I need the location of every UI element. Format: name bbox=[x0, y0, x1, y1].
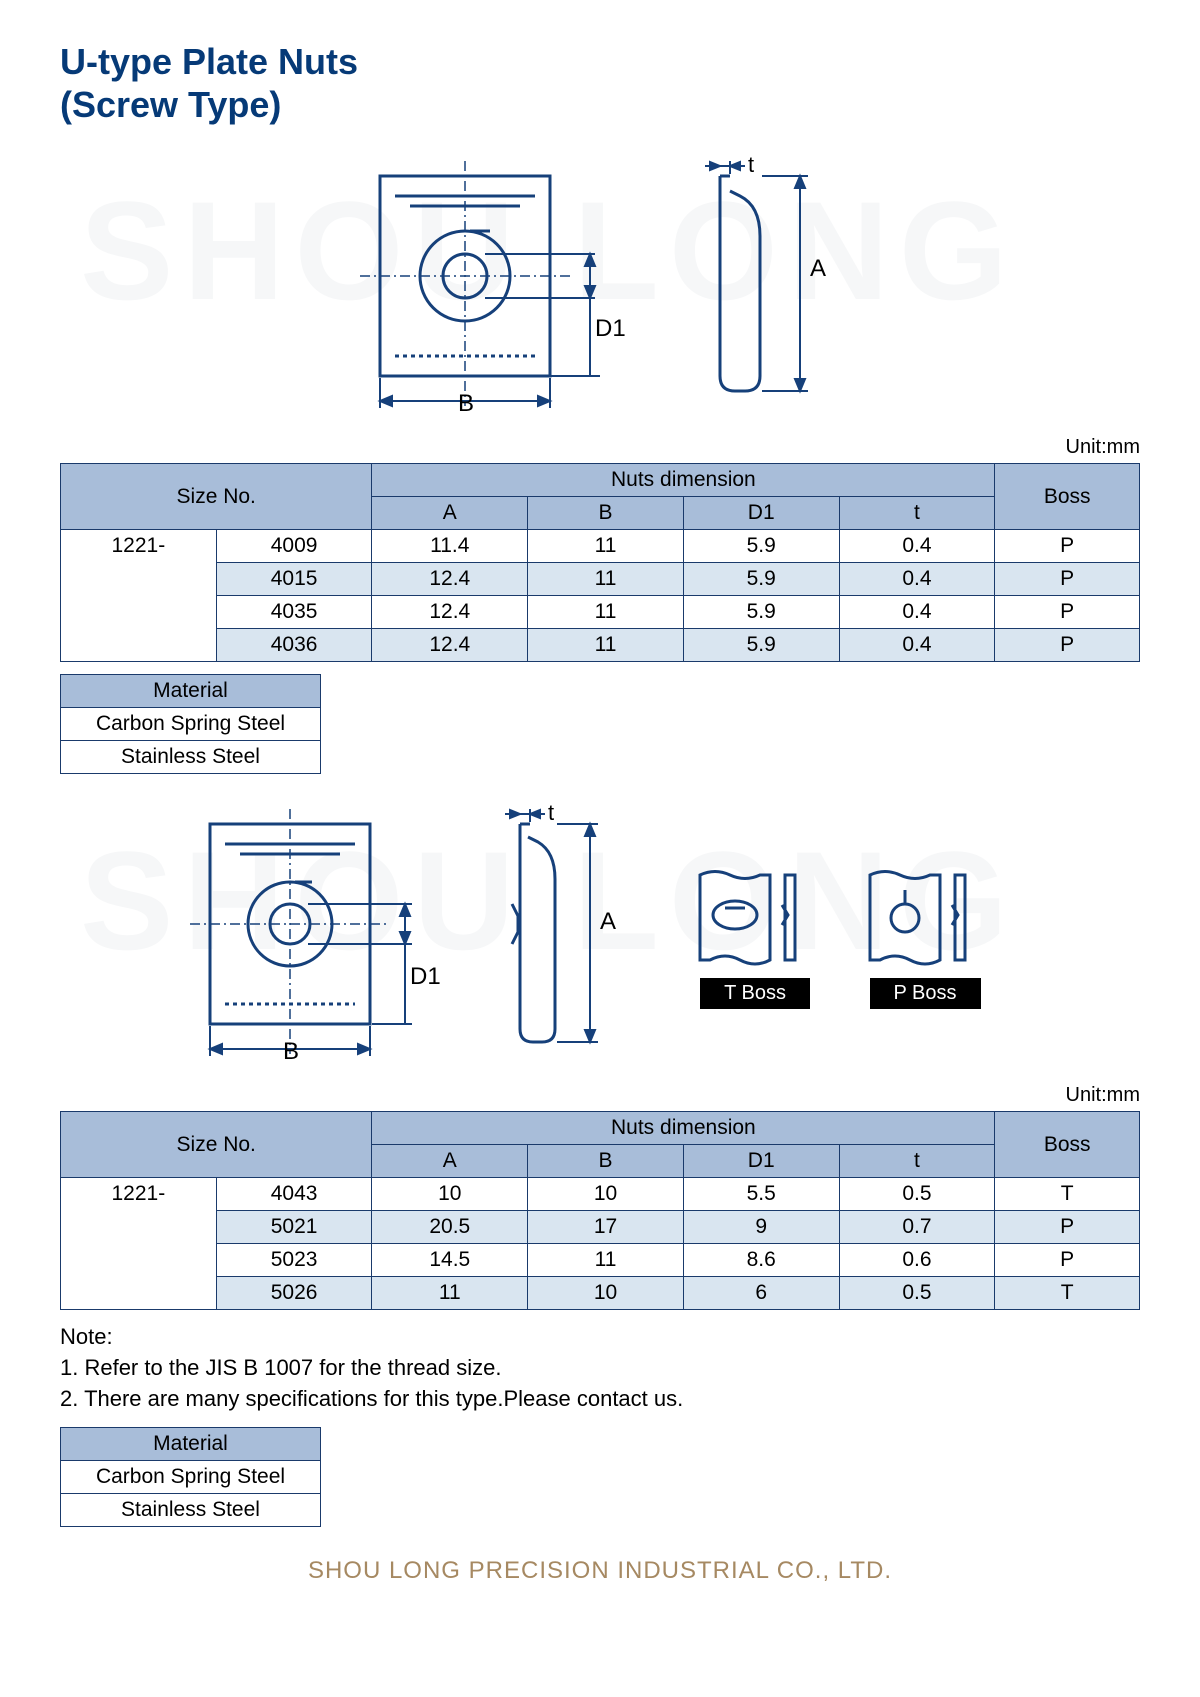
p-boss-label: P Boss bbox=[870, 978, 981, 1009]
note-line: 2. There are many specifications for thi… bbox=[60, 1384, 1140, 1415]
p-boss-icon bbox=[860, 860, 990, 970]
svg-text:t: t bbox=[748, 156, 754, 177]
th-size-no: Size No. bbox=[61, 1112, 372, 1178]
th-nuts-dim: Nuts dimension bbox=[372, 464, 995, 497]
th-material: Material bbox=[61, 675, 321, 708]
th-a: A bbox=[372, 1145, 528, 1178]
table-row: 4036 12.4 11 5.9 0.4 P bbox=[61, 629, 1140, 662]
table-row: 5023 14.5 11 8.6 0.6 P bbox=[61, 1244, 1140, 1277]
th-material: Material bbox=[61, 1427, 321, 1460]
th-b: B bbox=[528, 497, 684, 530]
material-table-1: Material Carbon Spring Steel Stainless S… bbox=[60, 674, 321, 774]
th-t: t bbox=[839, 497, 995, 530]
note-title: Note: bbox=[60, 1322, 1140, 1353]
title-line-1: U-type Plate Nuts bbox=[60, 41, 358, 82]
svg-text:A: A bbox=[810, 255, 826, 282]
material-row: Stainless Steel bbox=[61, 741, 321, 774]
side-view-1: A t bbox=[700, 156, 860, 416]
svg-text:D1: D1 bbox=[595, 315, 626, 342]
th-boss: Boss bbox=[995, 464, 1140, 530]
diagram-1: D1 B A bbox=[60, 156, 1140, 416]
th-b: B bbox=[528, 1145, 684, 1178]
th-t: t bbox=[839, 1145, 995, 1178]
th-a: A bbox=[372, 497, 528, 530]
material-row: Carbon Spring Steel bbox=[61, 1460, 321, 1493]
t-boss-icon bbox=[690, 860, 820, 970]
svg-text:D1: D1 bbox=[410, 963, 441, 990]
front-view-1: D1 B bbox=[340, 156, 660, 416]
table-row: 4015 12.4 11 5.9 0.4 P bbox=[61, 563, 1140, 596]
p-boss-box: P Boss bbox=[860, 860, 990, 1009]
note-line: 1. Refer to the JIS B 1007 for the threa… bbox=[60, 1353, 1140, 1384]
table-row: 1221- 4043 10 10 5.5 0.5 T bbox=[61, 1178, 1140, 1211]
th-d1: D1 bbox=[683, 1145, 839, 1178]
th-size-no: Size No. bbox=[61, 464, 372, 530]
prefix-cell: 1221- bbox=[61, 530, 217, 662]
front-view-2: D1 B bbox=[180, 804, 460, 1064]
unit-label-1: Unit:mm bbox=[60, 436, 1140, 459]
th-boss: Boss bbox=[995, 1112, 1140, 1178]
spec-table-1: Size No. Nuts dimension Boss A B D1 t 12… bbox=[60, 463, 1140, 662]
material-table-2: Material Carbon Spring Steel Stainless S… bbox=[60, 1427, 321, 1527]
th-d1: D1 bbox=[683, 497, 839, 530]
svg-text:B: B bbox=[283, 1038, 299, 1064]
svg-text:t: t bbox=[548, 804, 554, 825]
svg-text:B: B bbox=[458, 390, 474, 416]
material-row: Carbon Spring Steel bbox=[61, 708, 321, 741]
prefix-cell: 1221- bbox=[61, 1178, 217, 1310]
page-title: U-type Plate Nuts (Screw Type) bbox=[60, 40, 1140, 126]
title-line-2: (Screw Type) bbox=[60, 84, 281, 125]
unit-label-2: Unit:mm bbox=[60, 1084, 1140, 1107]
side-view-2: A t bbox=[500, 804, 650, 1064]
notes-block: Note: 1. Refer to the JIS B 1007 for the… bbox=[60, 1322, 1140, 1414]
table-row: 4035 12.4 11 5.9 0.4 P bbox=[61, 596, 1140, 629]
table-row: 5026 11 10 6 0.5 T bbox=[61, 1277, 1140, 1310]
material-row: Stainless Steel bbox=[61, 1493, 321, 1526]
table-row: 5021 20.5 17 9 0.7 P bbox=[61, 1211, 1140, 1244]
boss-diagrams: T Boss P Boss bbox=[690, 804, 990, 1064]
t-boss-label: T Boss bbox=[700, 978, 810, 1009]
footer-company: SHOU LONG PRECISION INDUSTRIAL CO., LTD. bbox=[60, 1557, 1140, 1585]
t-boss-box: T Boss bbox=[690, 860, 820, 1009]
table-row: 1221- 4009 11.4 11 5.9 0.4 P bbox=[61, 530, 1140, 563]
diagram-2: D1 B A bbox=[60, 804, 1140, 1064]
th-nuts-dim: Nuts dimension bbox=[372, 1112, 995, 1145]
svg-text:A: A bbox=[600, 908, 616, 935]
spec-table-2: Size No. Nuts dimension Boss A B D1 t 12… bbox=[60, 1111, 1140, 1310]
